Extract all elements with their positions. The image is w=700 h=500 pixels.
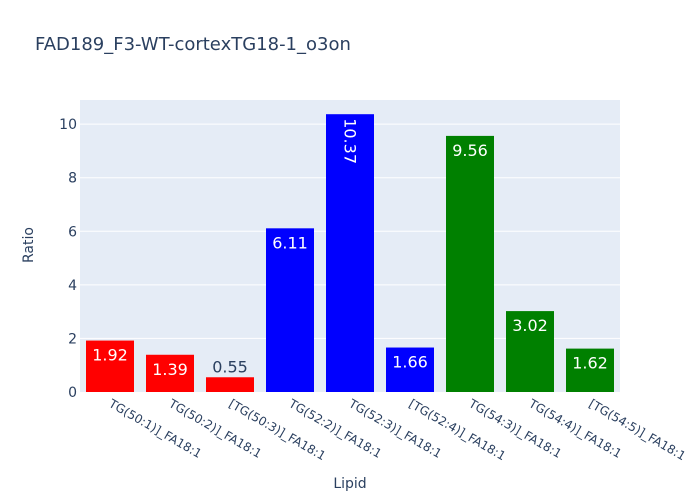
bar [566, 348, 614, 392]
y-tick-label: 6 [68, 224, 77, 240]
bars: 1.92 1.39 0.55 6.11 10.37 1.66 9.56 3.02 1.62 [86, 114, 614, 392]
x-tick-labels: TG(50:1)]_FA18:1TG(50:2)]_FA18:1[TG(50:3… [106, 396, 688, 463]
bar-value-label: 0.55 [212, 357, 248, 376]
bar-value-label: 10.37 [341, 118, 360, 164]
y-tick-label: 2 [68, 331, 77, 347]
bar [386, 347, 434, 392]
y-tick-labels: 0 2 4 6 8 10 [59, 117, 77, 401]
x-tick-label: [TG(54:5)]_FA18:1 [587, 396, 689, 463]
bar [146, 354, 194, 392]
x-tick-label: [TG(50:3)]_FA18:1 [227, 396, 329, 463]
bar [206, 377, 254, 392]
y-tick-label: 0 [68, 385, 77, 401]
bar-value-label: 1.92 [92, 346, 128, 365]
bar [266, 228, 314, 392]
bar-value-label: 1.62 [572, 354, 608, 373]
y-tick-label: 10 [59, 117, 77, 133]
bar [446, 135, 494, 392]
y-tick-label: 8 [68, 171, 77, 187]
bar-value-label: 1.39 [152, 360, 188, 379]
bar [326, 114, 374, 392]
chart-title: FAD189_F3-WT-cortexTG18-1_o3on [35, 34, 351, 55]
bar-value-label: 6.11 [272, 233, 308, 252]
bar [86, 340, 134, 392]
bar-value-label: 3.02 [512, 316, 548, 335]
bar [506, 311, 554, 392]
bar-value-label: 1.66 [392, 353, 428, 372]
x-axis-title: Lipid [333, 476, 366, 492]
bar-value-label: 9.56 [452, 141, 488, 160]
y-tick-label: 4 [68, 278, 77, 294]
y-axis-title: Ratio [21, 227, 37, 263]
x-tick-label: [TG(52:4)]_FA18:1 [407, 396, 509, 463]
